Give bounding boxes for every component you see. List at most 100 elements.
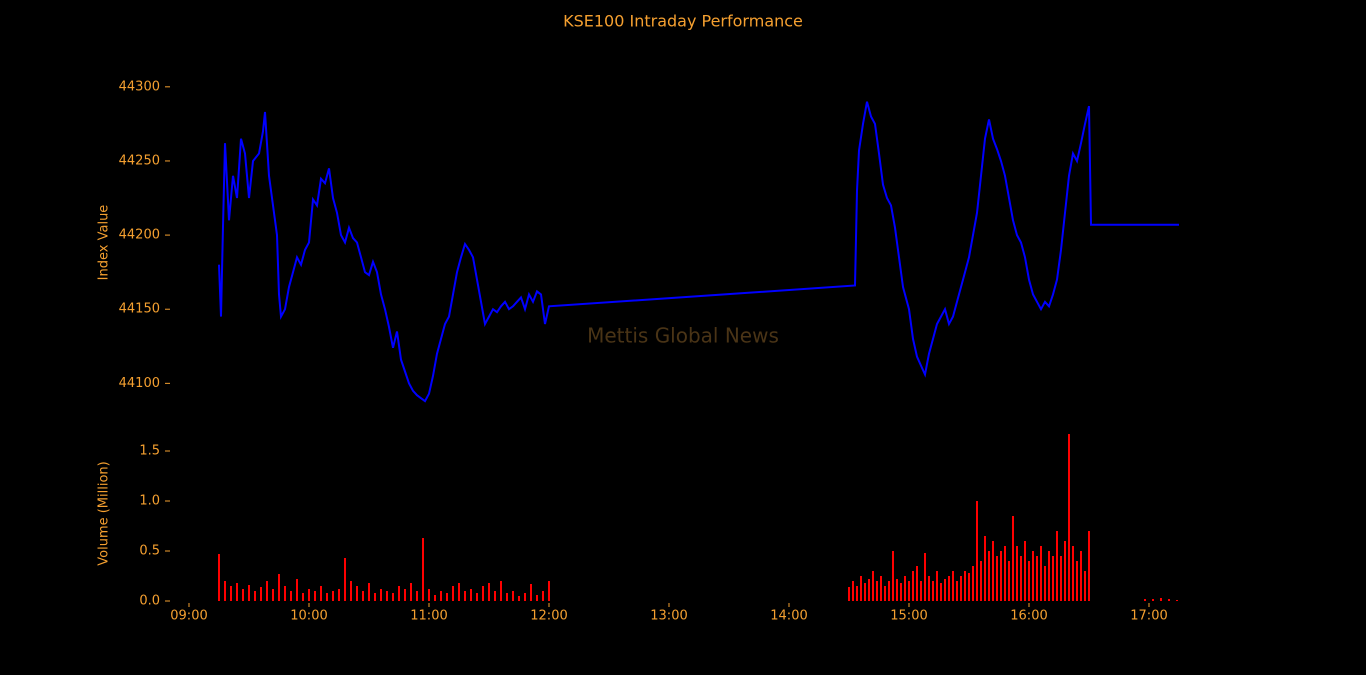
volume-bar [374,593,376,601]
volume-bar [856,586,858,601]
chart-title: KSE100 Intraday Performance [563,12,803,31]
volume-bar [904,576,906,601]
volume-bar [218,554,220,601]
volume-bar [848,587,850,601]
volume-bar [1072,546,1074,601]
volume-bar [356,586,358,601]
volume-bar [924,553,926,601]
volume-bar [272,589,274,601]
volume-bar [326,593,328,601]
volume-bar [254,591,256,601]
x-tick-label: 16:00 [1010,609,1047,624]
volume-bar [1008,561,1010,601]
volume-bar [1160,598,1162,601]
volume-bar [1032,551,1034,601]
volume-bar [518,596,520,601]
volume-bar [872,571,874,601]
volume-bar [864,583,866,601]
volume-bar [1064,541,1066,601]
volume-bar [260,587,262,601]
volume-bar [248,585,250,601]
volume-bar [302,593,304,601]
volume-bar [972,566,974,601]
volume-bar [980,561,982,601]
volume-bar [458,583,460,601]
volume-bar [338,589,340,601]
volume-bar [362,591,364,601]
volume-bar [960,576,962,601]
volume-bar [278,574,280,601]
volume-bar [512,591,514,601]
y-tick-label: 44100 [119,376,160,391]
volume-bar [314,591,316,601]
volume-bar [404,589,406,601]
volume-bar [1088,531,1090,601]
volume-bar [464,591,466,601]
volume-bar [290,591,292,601]
volume-bar [1048,551,1050,601]
volume-bar [852,581,854,601]
volume-bar [948,576,950,601]
volume-bar [1152,599,1154,601]
y-tick-label: 44250 [119,153,160,168]
x-tick-label: 17:00 [1130,609,1167,624]
volume-bar [1024,541,1026,601]
volume-bar [524,593,526,601]
volume-bar [296,579,298,601]
volume-bar [964,571,966,601]
volume-bar [1044,566,1046,601]
volume-bar [506,593,508,601]
y-tick-label: 0.0 [139,594,160,609]
volume-bar [1056,531,1058,601]
volume-bar [944,579,946,601]
volume-bar [308,589,310,601]
volume-bar [452,586,454,601]
volume-bar [888,581,890,601]
volume-bar [440,591,442,601]
volume-bar [428,589,430,601]
volume-bar [1168,599,1170,601]
volume-bar [398,586,400,601]
volume-bar [860,576,862,601]
volume-bar [422,538,424,601]
watermark: Mettis Global News [587,324,779,348]
volume-bar [988,551,990,601]
volume-bar [912,571,914,601]
volume-bar [410,583,412,601]
volume-bar [1012,516,1014,601]
volume-bar [542,591,544,601]
volume-bar [530,584,532,601]
y-tick-label: 44150 [119,302,160,317]
volume-bar [996,556,998,601]
volume-bar [1052,556,1054,601]
volume-bar [500,581,502,601]
volume-bar [940,583,942,601]
volume-bar [1176,600,1178,601]
volume-bar [880,576,882,601]
volume-bar [868,579,870,601]
volume-bar [876,581,878,601]
volume-bar [1060,556,1062,601]
volume-bar [224,581,226,601]
volume-bar [284,586,286,601]
y-tick-label: 44200 [119,228,160,243]
volume-bar [1016,546,1018,601]
volume-bar [368,583,370,601]
x-tick-label: 12:00 [530,609,567,624]
volume-bar [952,571,954,601]
volume-bar [984,536,986,601]
y-tick-label: 0.5 [139,544,160,559]
volume-bar [416,591,418,601]
volume-bar [392,593,394,601]
x-tick-label: 15:00 [890,609,927,624]
volume-bar [1068,434,1070,601]
volume-bar [976,501,978,601]
volume-bar [1028,561,1030,601]
index-line [218,101,1179,403]
volume-bar [992,541,994,601]
volume-bar [928,576,930,601]
y-tick-label: 1.0 [139,494,160,509]
volume-bar [920,581,922,601]
x-tick-label: 13:00 [650,609,687,624]
volume-bar [936,571,938,601]
